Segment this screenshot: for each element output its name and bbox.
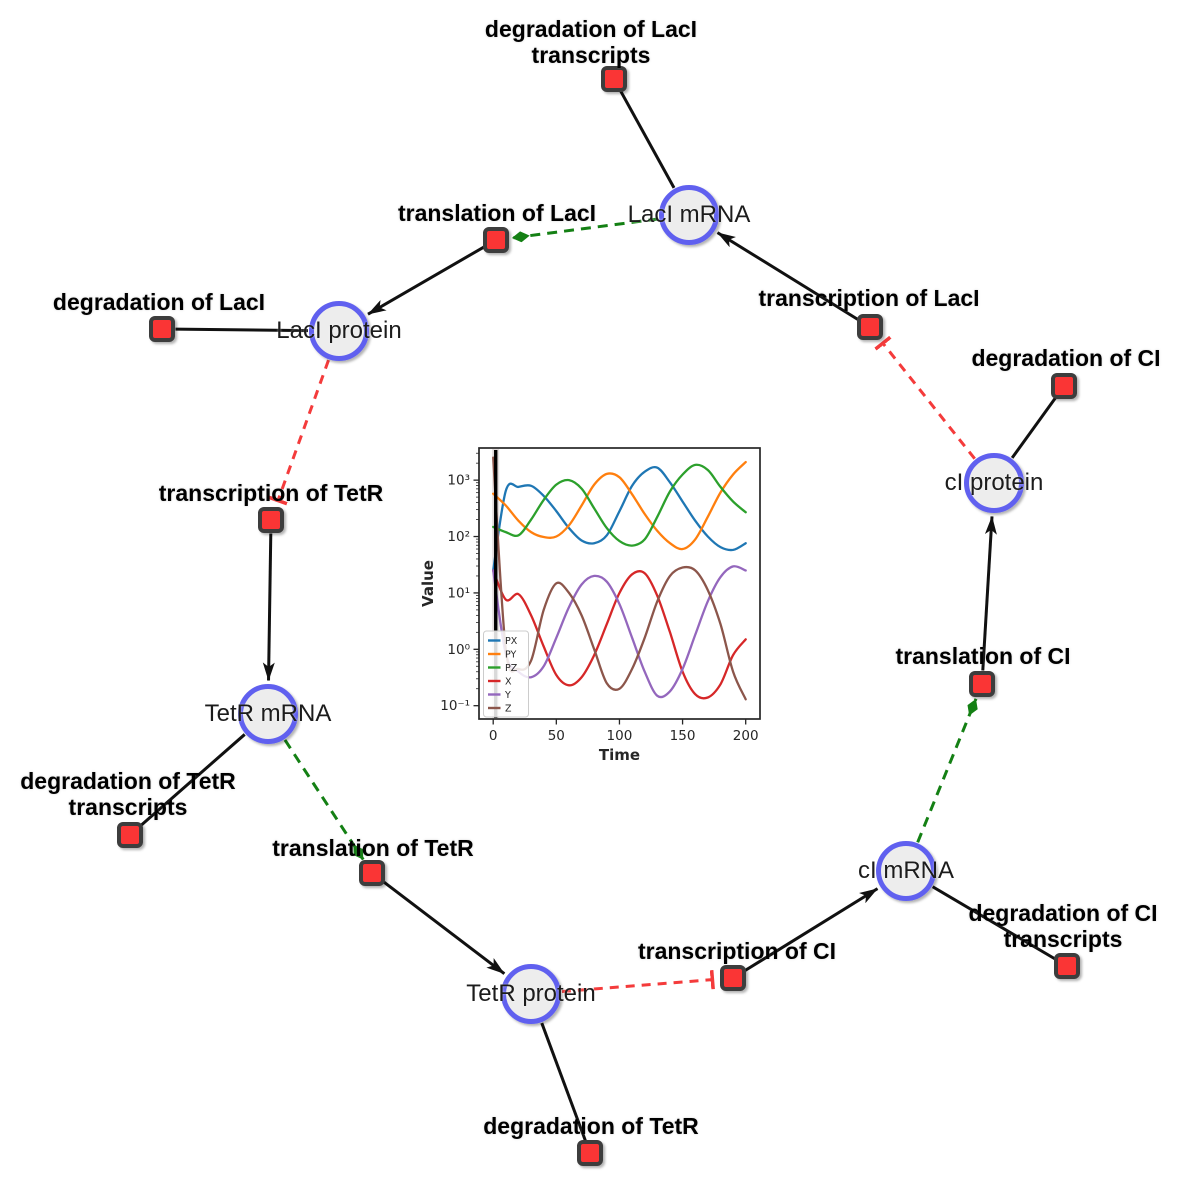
- legend-label-PX: PX: [505, 636, 518, 647]
- reaction-node-transcription-laci[interactable]: [857, 314, 883, 340]
- edge-inhibitor-ci-protein-to-transcription-laci: [874, 335, 976, 460]
- edge-modifier-ci-mrna-to-translation-ci: [916, 698, 978, 843]
- edge-product-translation-laci-to-laci-protein: [367, 245, 486, 316]
- series-line-Y: [492, 565, 747, 699]
- x-axis-label: Time: [599, 746, 640, 764]
- edge-product-transcription-laci-to-laci-mrna: [716, 231, 860, 322]
- edge-reactant-laci-mrna-to-deg-laci-transcripts: [619, 90, 676, 189]
- series-line-PX: [492, 465, 747, 572]
- chart-legend: PX PY PZ XYZ: [483, 630, 529, 718]
- series-line-PZ: [492, 463, 747, 547]
- chart-series: [492, 456, 747, 701]
- edge-modifier-laci-mrna-to-translation-laci: [511, 217, 659, 243]
- edge-inhibitor-tetr-protein-to-transcription-ci: [561, 970, 715, 994]
- nodes-layer: [117, 66, 1080, 1166]
- reaction-node-transcription-tetr[interactable]: [258, 507, 284, 533]
- edge-reactant-laci-protein-to-deg-laci: [175, 327, 309, 333]
- y-tick-label: 10³: [447, 473, 470, 489]
- y-tick-label: 10¹: [447, 585, 470, 601]
- series-line-PY: [492, 460, 747, 551]
- x-tick-label-100: 100: [607, 728, 633, 744]
- reaction-node-deg-ci-transcripts[interactable]: [1054, 953, 1080, 979]
- edge-reactant-tetr-mrna-to-deg-tetr-transcripts: [139, 733, 246, 828]
- x-tick-label-50: 50: [548, 728, 565, 744]
- reaction-node-deg-ci[interactable]: [1051, 373, 1077, 399]
- edge-reactant-ci-protein-to-deg-ci: [1010, 396, 1058, 459]
- x-tick-label-200: 200: [733, 728, 759, 744]
- legend-label-PY: PY: [505, 650, 517, 661]
- species-node-laci-protein[interactable]: [309, 301, 369, 361]
- reaction-node-translation-laci[interactable]: [483, 227, 509, 253]
- edge-modifier-tetr-mrna-to-translation-tetr: [283, 739, 365, 861]
- edge-product-translation-tetr-to-tetr-protein: [381, 879, 506, 975]
- reaction-node-deg-laci[interactable]: [149, 316, 175, 342]
- species-node-laci-mrna[interactable]: [659, 185, 719, 245]
- legend-label-PZ: PZ: [505, 663, 518, 674]
- reaction-node-deg-tetr-transcripts[interactable]: [117, 822, 143, 848]
- edge-reactant-tetr-protein-to-deg-tetr: [540, 1022, 587, 1141]
- edge-product-transcription-tetr-to-tetr-mrna: [262, 533, 275, 682]
- legend-label-Y: Y: [504, 690, 511, 701]
- y-tick-label: 10²: [447, 529, 470, 545]
- series-line-Z: [492, 456, 747, 701]
- inset-chart: 0 50 100 150 20010⁻¹10⁰10¹10²10³TimeValuePXP…: [415, 428, 783, 776]
- species-node-tetr-protein[interactable]: [501, 964, 561, 1024]
- x-tick-label-0: 0: [489, 728, 498, 744]
- reaction-node-transcription-ci[interactable]: [720, 965, 746, 991]
- legend-label-X: X: [505, 677, 512, 688]
- y-axis-label: Value: [419, 560, 437, 607]
- reaction-node-translation-tetr[interactable]: [359, 860, 385, 886]
- edges-layer: [139, 90, 1058, 1141]
- species-node-tetr-mrna[interactable]: [238, 684, 298, 744]
- reaction-node-translation-ci[interactable]: [969, 671, 995, 697]
- species-node-ci-mrna[interactable]: [876, 841, 936, 901]
- y-tick-label: 10⁰: [447, 642, 470, 658]
- edge-product-translation-ci-to-ci-protein: [981, 515, 997, 671]
- x-tick-label-150: 150: [670, 728, 696, 744]
- reaction-node-deg-tetr[interactable]: [577, 1140, 603, 1166]
- reaction-node-deg-laci-transcripts[interactable]: [601, 66, 627, 92]
- series-line-X: [492, 569, 747, 700]
- y-tick-label: 10⁻¹: [440, 698, 470, 714]
- edge-inhibitor-laci-protein-to-transcription-tetr: [268, 359, 330, 506]
- edge-reactant-ci-mrna-to-deg-ci-transcripts: [931, 885, 1057, 961]
- species-node-ci-protein[interactable]: [964, 453, 1024, 513]
- legend-label-Z: Z: [505, 704, 512, 715]
- edge-product-transcription-ci-to-ci-mrna: [743, 887, 879, 973]
